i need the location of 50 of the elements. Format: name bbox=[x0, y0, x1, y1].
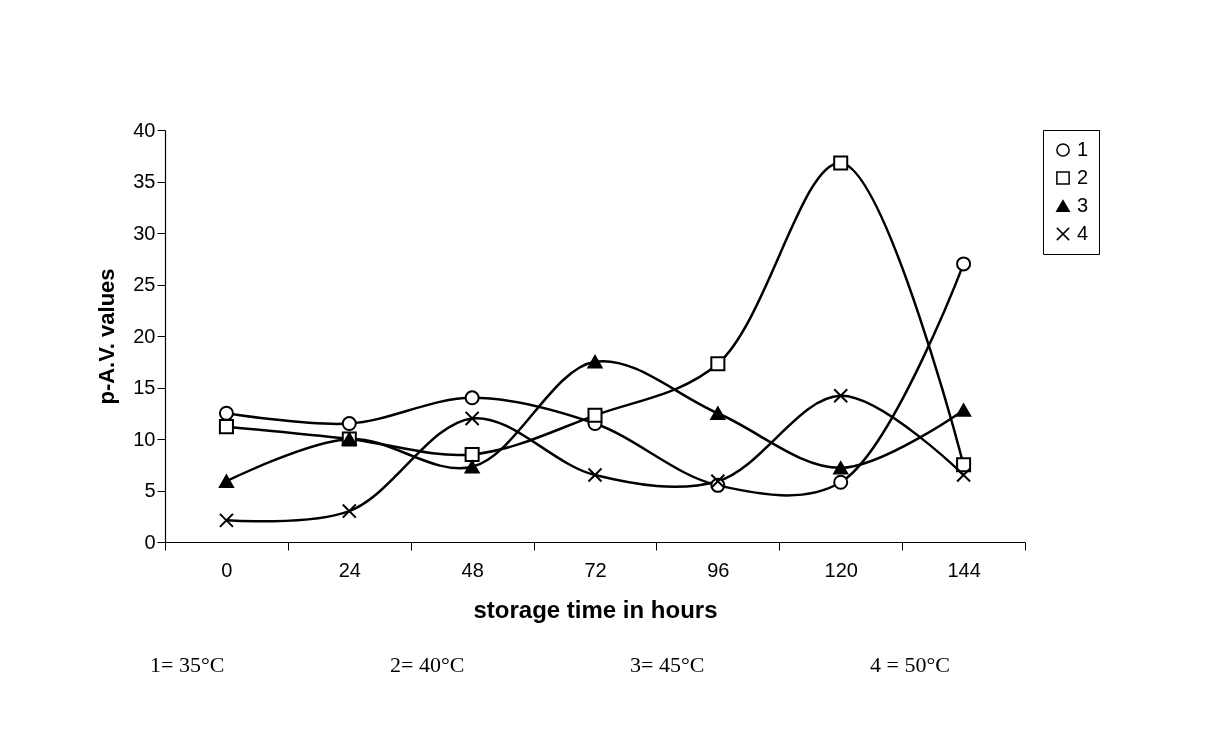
point bbox=[956, 403, 972, 417]
x-tick-label: 96 bbox=[707, 558, 730, 581]
point bbox=[218, 419, 234, 435]
x-tick-label: 120 bbox=[824, 558, 858, 581]
x-tick-label: 72 bbox=[584, 558, 607, 581]
point bbox=[341, 503, 357, 519]
point bbox=[464, 410, 480, 426]
point bbox=[710, 356, 726, 372]
text: 4 = 50°C bbox=[870, 652, 950, 678]
legend-label: 4 bbox=[1077, 222, 1089, 244]
point bbox=[833, 388, 849, 404]
text: 1= 35°C bbox=[150, 652, 225, 678]
point bbox=[710, 406, 726, 420]
y-tick-label: 25 bbox=[133, 273, 156, 295]
point bbox=[464, 460, 480, 474]
y-tick-label: 30 bbox=[133, 221, 156, 244]
point bbox=[218, 512, 234, 528]
y-tick-label: 10 bbox=[133, 427, 156, 450]
point bbox=[833, 474, 849, 490]
point bbox=[833, 155, 849, 171]
x-axis-title: storage time in hours bbox=[473, 595, 718, 623]
text: 2= 40°C bbox=[390, 652, 465, 678]
y-tick-label: 20 bbox=[133, 324, 156, 347]
point bbox=[710, 473, 726, 489]
legend-label: 3 bbox=[1077, 194, 1089, 216]
point bbox=[587, 355, 603, 369]
point bbox=[956, 457, 972, 473]
point bbox=[587, 407, 603, 423]
point bbox=[587, 467, 603, 483]
legend-label: 2 bbox=[1077, 166, 1089, 188]
point bbox=[956, 256, 972, 272]
point bbox=[464, 446, 480, 462]
y-tick-label: 40 bbox=[133, 118, 156, 141]
text: 3= 45°C bbox=[630, 652, 705, 678]
y-tick-label: 15 bbox=[133, 376, 156, 398]
y-tick-label: 0 bbox=[144, 530, 156, 553]
x-tick-label: 48 bbox=[461, 558, 484, 581]
point bbox=[218, 474, 234, 488]
x-tick-label: 144 bbox=[947, 558, 981, 581]
point bbox=[218, 405, 234, 421]
x-tick-label: 0 bbox=[221, 558, 233, 581]
point bbox=[833, 461, 849, 475]
point bbox=[464, 390, 480, 406]
legend-label: 1 bbox=[1077, 138, 1089, 160]
y-tick-label: 5 bbox=[144, 479, 156, 501]
point bbox=[341, 416, 357, 432]
x-tick-label: 24 bbox=[338, 558, 361, 581]
y-axis-title: p-A.V. values bbox=[94, 268, 120, 405]
y-tick-label: 35 bbox=[133, 170, 156, 192]
point bbox=[956, 467, 972, 483]
